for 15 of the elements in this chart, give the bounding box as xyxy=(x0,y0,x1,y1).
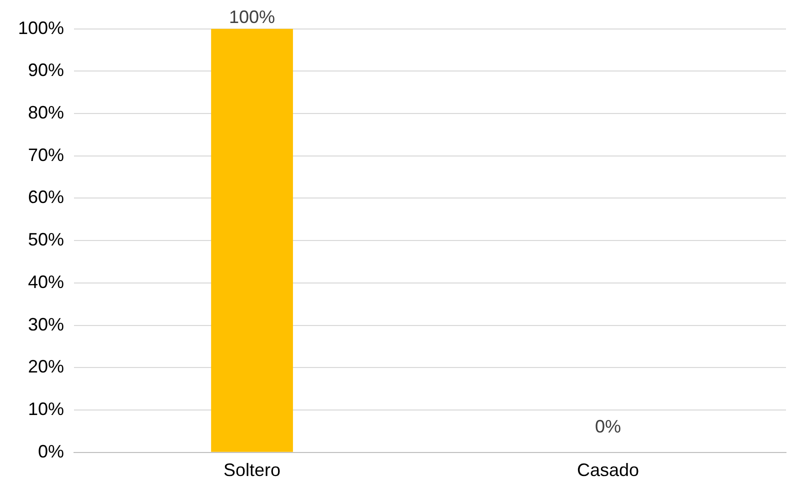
data-label: 100% xyxy=(229,6,276,27)
y-tick-label: 80% xyxy=(28,102,64,122)
data-label: 0% xyxy=(595,416,622,436)
x-tick-label: Casado xyxy=(576,460,640,480)
y-tick-label: 90% xyxy=(28,60,64,80)
y-tick-label: 70% xyxy=(28,144,64,165)
y-tick-label: 20% xyxy=(28,356,64,377)
y-tick-label: 30% xyxy=(28,314,64,334)
y-tick-label: 50% xyxy=(28,230,64,250)
y-tick-label: 40% xyxy=(28,272,64,292)
y-tick-label: 100% xyxy=(18,18,64,38)
y-tick-label: 60% xyxy=(28,187,64,208)
y-tick-label: 10% xyxy=(28,399,64,420)
x-tick-label: Soltero xyxy=(224,460,281,480)
y-tick-label: 0% xyxy=(38,441,64,462)
